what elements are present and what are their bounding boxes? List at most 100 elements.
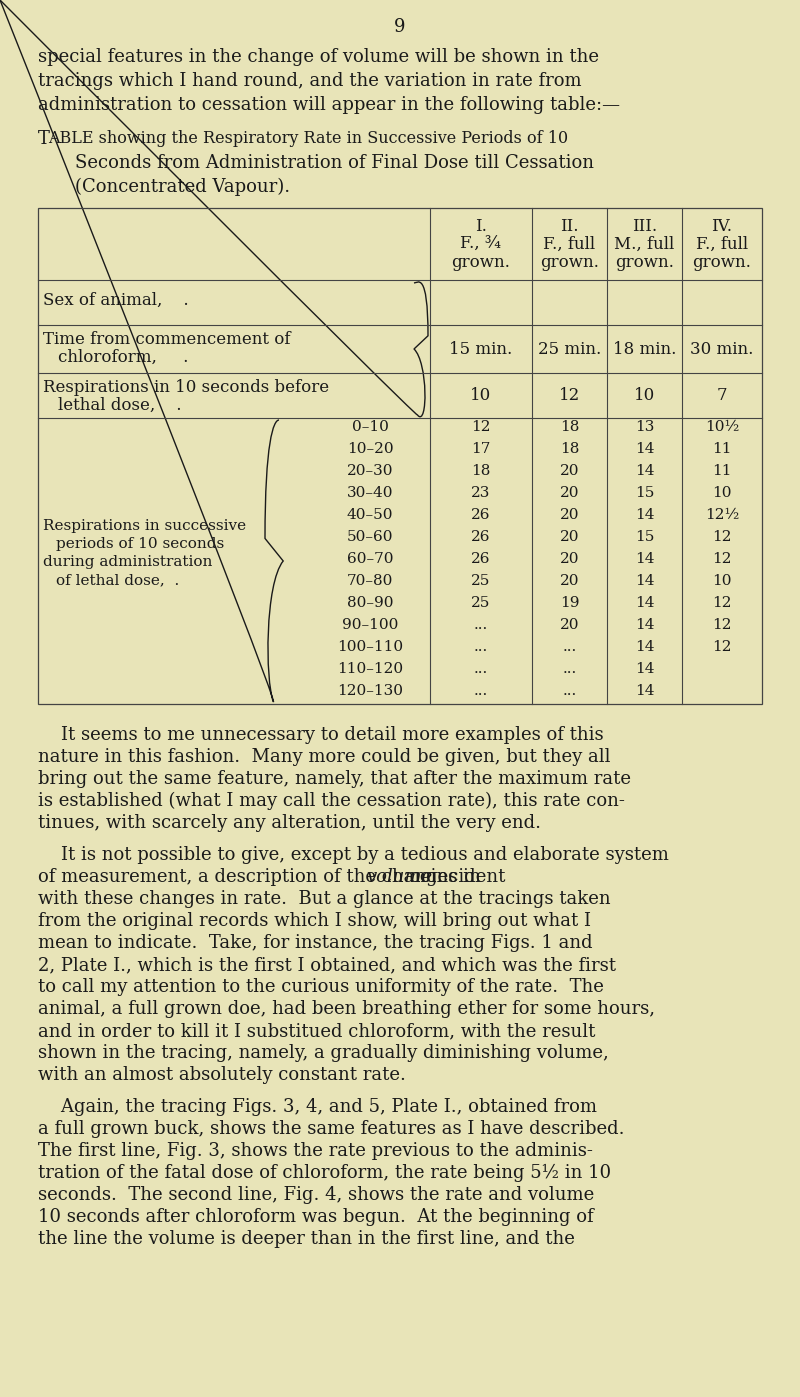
Text: 110–120: 110–120	[337, 662, 403, 676]
Text: ...: ...	[562, 640, 577, 654]
Text: ...: ...	[474, 662, 488, 676]
Text: 70–80: 70–80	[347, 574, 393, 588]
Text: 10: 10	[712, 574, 732, 588]
Text: during administration: during administration	[43, 555, 212, 569]
Text: 12: 12	[712, 597, 732, 610]
Text: a full grown buck, shows the same features as I have described.: a full grown buck, shows the same featur…	[38, 1120, 625, 1139]
Text: mean to indicate.  Take, for instance, the tracing Figs. 1 and: mean to indicate. Take, for instance, th…	[38, 935, 593, 951]
Text: 20–30: 20–30	[346, 464, 394, 478]
Text: 7: 7	[717, 387, 727, 404]
Text: 10–20: 10–20	[346, 441, 394, 455]
Text: Again, the tracing Figs. 3, 4, and 5, Plate I., obtained from: Again, the tracing Figs. 3, 4, and 5, Pl…	[38, 1098, 597, 1116]
Text: ABLE showing the Respiratory Rate in Successive Periods of 10: ABLE showing the Respiratory Rate in Suc…	[48, 130, 568, 147]
Text: F., ¾: F., ¾	[461, 236, 502, 253]
Text: lethal dose,    .: lethal dose, .	[58, 397, 182, 414]
Bar	[38, 208, 762, 704]
Text: 20: 20	[560, 464, 579, 478]
Text: volume: volume	[366, 868, 433, 886]
Text: 10 seconds after chloroform was begun.  At the beginning of: 10 seconds after chloroform was begun. A…	[38, 1208, 594, 1227]
Text: 14: 14	[634, 552, 654, 566]
Text: Time from commencement of: Time from commencement of	[43, 331, 290, 348]
Text: 12: 12	[712, 640, 732, 654]
Text: 14: 14	[634, 509, 654, 522]
Text: 14: 14	[634, 574, 654, 588]
Text: grown.: grown.	[693, 254, 751, 271]
Text: 18 min.: 18 min.	[613, 341, 676, 358]
Text: 14: 14	[634, 441, 654, 455]
Text: ...: ...	[474, 617, 488, 631]
Text: 12: 12	[712, 552, 732, 566]
Text: 15: 15	[635, 529, 654, 543]
Text: 10: 10	[634, 387, 655, 404]
Text: 2, Plate I., which is the first I obtained, and which was the first: 2, Plate I., which is the first I obtain…	[38, 956, 616, 974]
Text: 14: 14	[634, 617, 654, 631]
Text: 20: 20	[560, 529, 579, 543]
Text: 12: 12	[471, 420, 490, 434]
Text: ...: ...	[474, 640, 488, 654]
Text: shown in the tracing, namely, a gradually diminishing volume,: shown in the tracing, namely, a graduall…	[38, 1044, 609, 1062]
Text: The first line, Fig. 3, shows the rate previous to the adminis-: The first line, Fig. 3, shows the rate p…	[38, 1141, 593, 1160]
Text: F., full: F., full	[696, 236, 748, 253]
Text: 26: 26	[471, 509, 490, 522]
Text: Seconds from Administration of Final Dose till Cessation: Seconds from Administration of Final Dos…	[75, 154, 594, 172]
Text: Respirations in successive: Respirations in successive	[43, 520, 246, 534]
Text: grown.: grown.	[615, 254, 674, 271]
Text: 0–10: 0–10	[351, 420, 389, 434]
Text: It seems to me unnecessary to detail more examples of this: It seems to me unnecessary to detail mor…	[38, 726, 604, 745]
Text: periods of 10 seconds: periods of 10 seconds	[56, 536, 224, 550]
Text: 23: 23	[471, 486, 490, 500]
Text: 11: 11	[712, 464, 732, 478]
Text: the line the volume is deeper than in the first line, and the: the line the volume is deeper than in th…	[38, 1229, 575, 1248]
Text: II.: II.	[560, 218, 578, 235]
Text: It is not possible to give, except by a tedious and elaborate system: It is not possible to give, except by a …	[38, 847, 669, 863]
Text: nature in this fashion.  Many more could be given, but they all: nature in this fashion. Many more could …	[38, 747, 610, 766]
Text: 20: 20	[560, 486, 579, 500]
Text: 10½: 10½	[705, 420, 739, 434]
Text: of measurement, a description of the changes in: of measurement, a description of the cha…	[38, 868, 486, 886]
Text: and in order to kill it I substitued chloroform, with the result: and in order to kill it I substitued chl…	[38, 1023, 595, 1039]
Text: M., full: M., full	[614, 236, 674, 253]
Text: bring out the same feature, namely, that after the maximum rate: bring out the same feature, namely, that…	[38, 770, 631, 788]
Text: ...: ...	[562, 662, 577, 676]
Text: 19: 19	[560, 597, 579, 610]
Text: IV.: IV.	[711, 218, 733, 235]
Text: 60–70: 60–70	[346, 552, 394, 566]
Text: 25: 25	[471, 597, 490, 610]
Text: seconds.  The second line, Fig. 4, shows the rate and volume: seconds. The second line, Fig. 4, shows …	[38, 1186, 594, 1204]
Text: 11: 11	[712, 441, 732, 455]
Text: 26: 26	[471, 552, 490, 566]
Text: grown.: grown.	[451, 254, 510, 271]
Text: F., full: F., full	[543, 236, 595, 253]
Text: 14: 14	[634, 464, 654, 478]
Text: 20: 20	[560, 509, 579, 522]
Text: III.: III.	[632, 218, 657, 235]
Text: ...: ...	[562, 685, 577, 698]
Text: with these changes in rate.  But a glance at the tracings taken: with these changes in rate. But a glance…	[38, 890, 610, 908]
Text: 90–100: 90–100	[342, 617, 398, 631]
Text: 15 min.: 15 min.	[450, 341, 513, 358]
Text: to call my attention to the curious uniformity of the rate.  The: to call my attention to the curious unif…	[38, 978, 604, 996]
Text: coincident: coincident	[404, 868, 505, 886]
Text: 20: 20	[560, 574, 579, 588]
Text: 120–130: 120–130	[337, 685, 403, 698]
Text: 12: 12	[712, 617, 732, 631]
Text: 15: 15	[635, 486, 654, 500]
Text: chloroform,     .: chloroform, .	[58, 349, 188, 366]
Text: special features in the change of volume will be shown in the: special features in the change of volume…	[38, 47, 599, 66]
Text: 10: 10	[470, 387, 492, 404]
Text: Sex of animal,    .: Sex of animal, .	[43, 292, 189, 309]
Text: I.: I.	[475, 218, 487, 235]
Text: 40–50: 40–50	[346, 509, 394, 522]
Text: 50–60: 50–60	[346, 529, 394, 543]
Text: of lethal dose,  .: of lethal dose, .	[56, 573, 179, 587]
Text: (Concentrated Vapour).: (Concentrated Vapour).	[75, 177, 290, 196]
Text: 14: 14	[634, 662, 654, 676]
Text: is established (what I may call the cessation rate), this rate con-: is established (what I may call the cess…	[38, 792, 625, 810]
Text: animal, a full grown doe, had been breathing ether for some hours,: animal, a full grown doe, had been breat…	[38, 1000, 655, 1018]
Text: 13: 13	[635, 420, 654, 434]
Text: T: T	[38, 130, 50, 148]
Text: with an almost absolutely constant rate.: with an almost absolutely constant rate.	[38, 1066, 406, 1084]
Text: 10: 10	[712, 486, 732, 500]
Text: tration of the fatal dose of chloroform, the rate being 5½ in 10: tration of the fatal dose of chloroform,…	[38, 1164, 611, 1182]
Text: 17: 17	[471, 441, 490, 455]
